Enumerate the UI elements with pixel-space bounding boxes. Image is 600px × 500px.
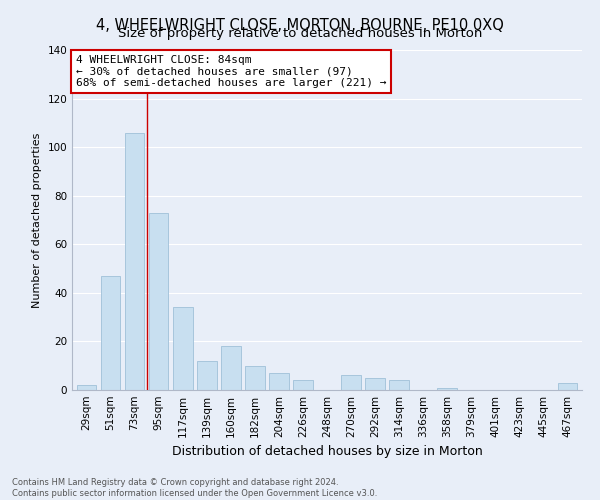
Bar bbox=[293, 380, 313, 390]
Bar bbox=[173, 308, 193, 390]
Y-axis label: Number of detached properties: Number of detached properties bbox=[32, 132, 42, 308]
Bar bbox=[245, 366, 265, 390]
Text: 4 WHEELWRIGHT CLOSE: 84sqm
← 30% of detached houses are smaller (97)
68% of semi: 4 WHEELWRIGHT CLOSE: 84sqm ← 30% of deta… bbox=[76, 55, 386, 88]
Bar bbox=[365, 378, 385, 390]
X-axis label: Distribution of detached houses by size in Morton: Distribution of detached houses by size … bbox=[172, 446, 482, 458]
Bar bbox=[389, 380, 409, 390]
Text: Contains HM Land Registry data © Crown copyright and database right 2024.
Contai: Contains HM Land Registry data © Crown c… bbox=[12, 478, 377, 498]
Bar bbox=[125, 132, 145, 390]
Text: Size of property relative to detached houses in Morton: Size of property relative to detached ho… bbox=[118, 28, 482, 40]
Bar bbox=[269, 373, 289, 390]
Text: 4, WHEELWRIGHT CLOSE, MORTON, BOURNE, PE10 0XQ: 4, WHEELWRIGHT CLOSE, MORTON, BOURNE, PE… bbox=[96, 18, 504, 32]
Bar bbox=[437, 388, 457, 390]
Bar bbox=[341, 376, 361, 390]
Bar bbox=[77, 385, 96, 390]
Bar bbox=[221, 346, 241, 390]
Bar bbox=[149, 212, 169, 390]
Bar bbox=[558, 382, 577, 390]
Bar bbox=[197, 361, 217, 390]
Bar bbox=[101, 276, 121, 390]
